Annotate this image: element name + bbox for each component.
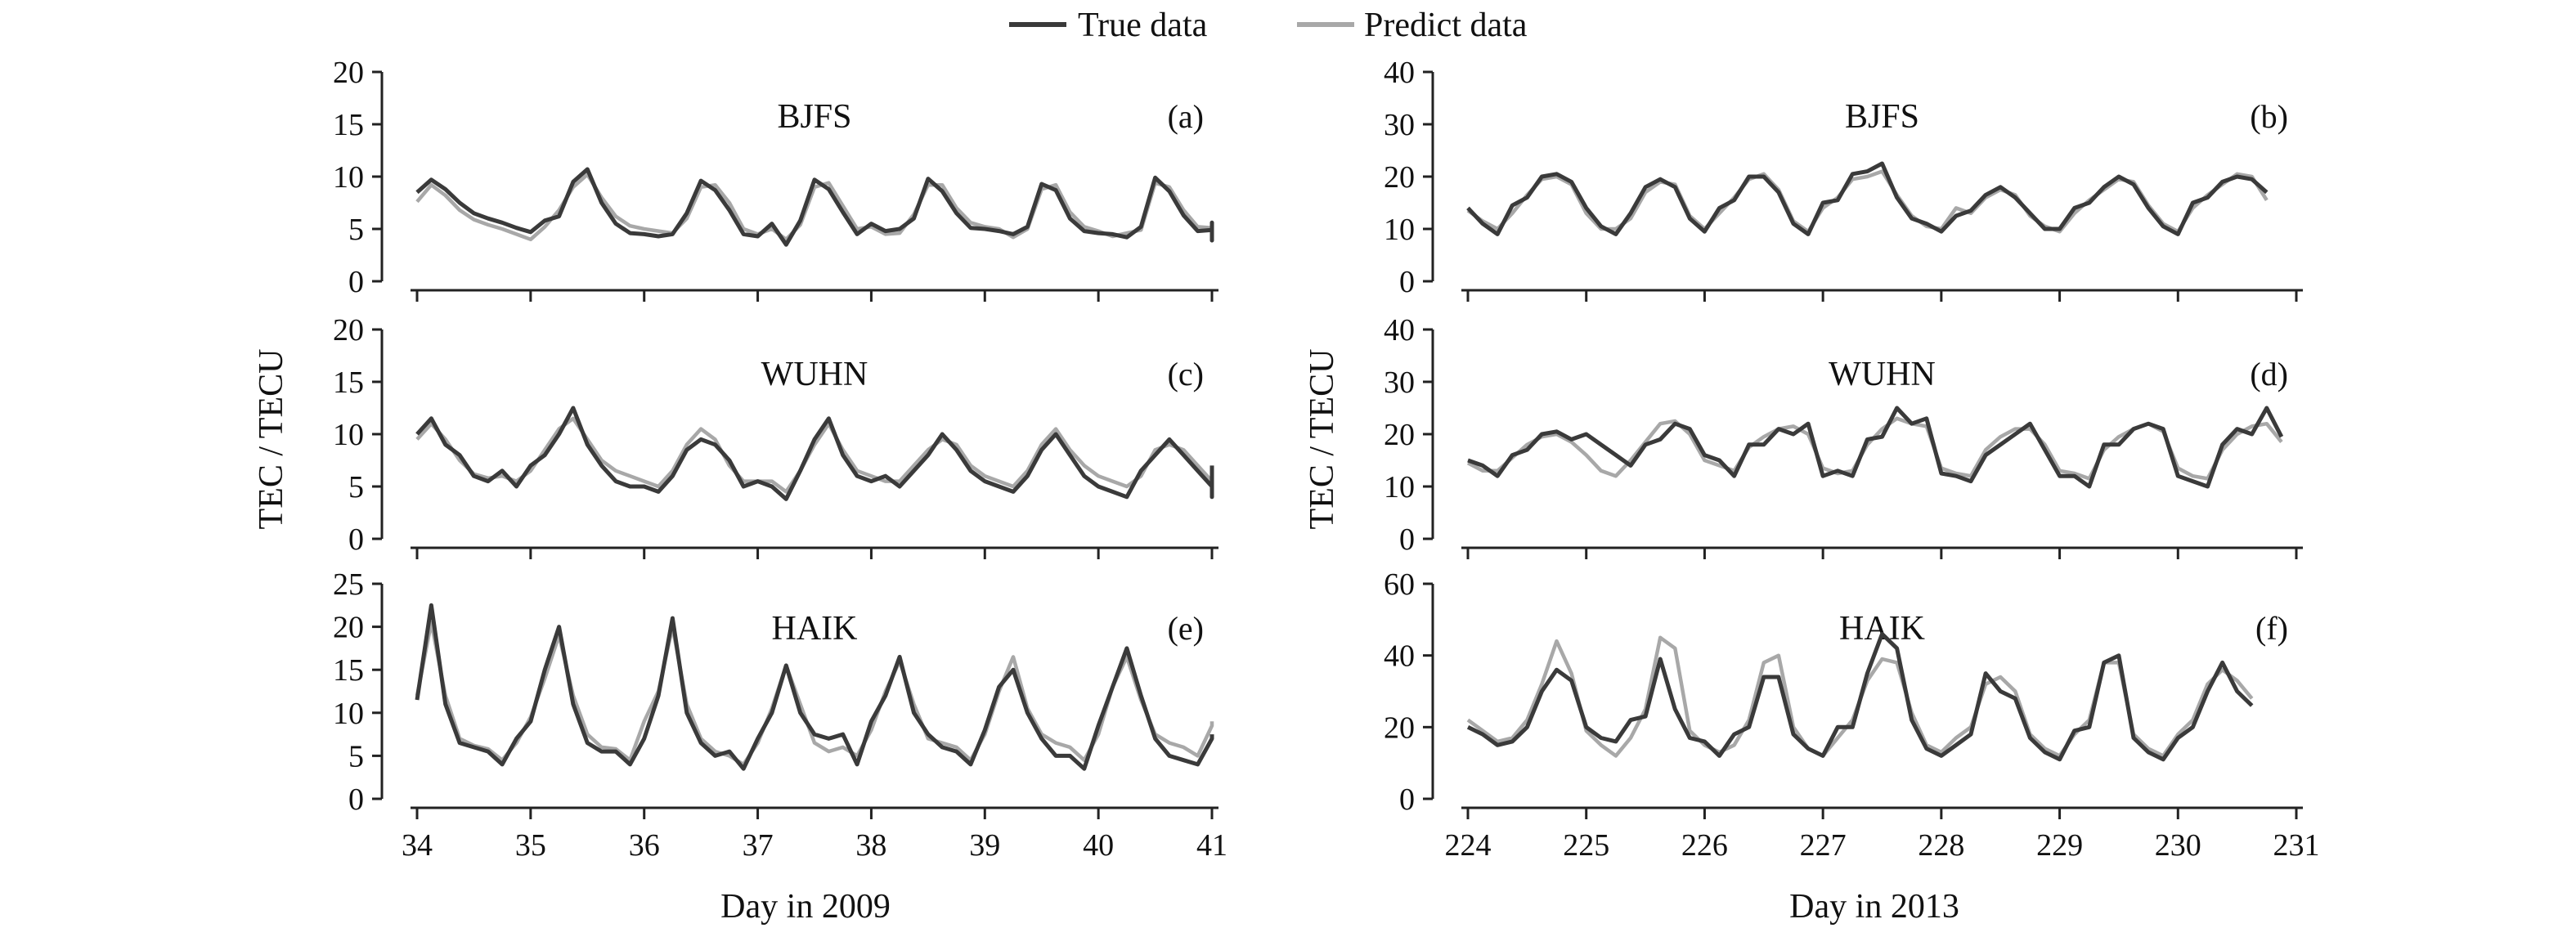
panel-letter-a: (a) [1168,98,1204,135]
y-tick-label-a: 10 [333,160,364,195]
y-tick-label-b: 20 [1384,160,1415,195]
panel-title-c: WUHN [761,356,868,393]
x-tick-label-f: 229 [2036,828,2083,863]
x-tick-label-e: 41 [1196,828,1227,863]
y-tick-label-a: 15 [333,108,364,142]
y-tick-label-d: 40 [1384,313,1415,347]
y-tick-label-f: 40 [1384,639,1415,674]
true-data-line-e [415,603,1214,771]
y-tick-label-f: 20 [1384,711,1415,745]
panel-letter-e: (e) [1168,610,1204,647]
y-tick-label-b: 40 [1384,56,1415,90]
panel-f: 0 20 40 60 224 225 226 227 228 229 230 231 HAIK (f) [1384,567,2320,863]
panel-letter-d: (d) [2250,356,2288,392]
x-tick-label-e: 39 [969,828,1000,863]
panel-b: 0 10 20 30 40 BJFS (b) [1384,56,2303,302]
panel-a: 0 5 10 15 20 BJFS (a) [333,56,1218,302]
y-tick-label-a: 5 [348,213,364,247]
x-axis-title-right: Day in 2013 [1789,888,1959,926]
panel-title-d: WUHN [1829,356,1936,393]
y-tick-label-a: 20 [333,56,364,90]
y-tick-label-b: 0 [1399,265,1415,299]
x-tick-label-e: 36 [629,828,660,863]
y-tick-label-e: 5 [348,739,364,773]
x-tick-label-e: 37 [743,828,774,863]
y-tick-label-c: 15 [333,365,364,400]
panel-title-a: BJFS [777,98,851,136]
panel-letter-b: (b) [2250,98,2288,135]
panel-title-f: HAIK [1839,610,1925,648]
x-tick-label-e: 34 [402,828,433,863]
y-tick-label-e: 25 [333,567,364,602]
panel-letter-c: (c) [1168,356,1204,392]
y-tick-label-f: 0 [1399,782,1415,817]
legend-predict-label: Predict data [1364,7,1528,44]
x-tick-label-e: 35 [515,828,546,863]
y-tick-label-e: 0 [348,782,364,817]
x-tick-label-f: 230 [2155,828,2201,863]
panel-title-e: HAIK [772,610,858,648]
true-data-line-a [415,167,1214,247]
y-tick-label-c: 5 [348,470,364,504]
legend-true-label: True data [1078,7,1208,44]
x-tick-label-e: 40 [1083,828,1114,863]
y-tick-label-a: 0 [348,265,364,299]
x-axis-title-left: Day in 2009 [720,888,891,926]
y-tick-label-e: 20 [333,611,364,645]
y-tick-label-c: 10 [333,418,364,452]
predict-data-line-a [415,173,1214,242]
y-tick-label-d: 0 [1399,522,1415,557]
panel-title-b: BJFS [1845,98,1919,136]
y-tick-label-c: 20 [333,313,364,347]
panel-c: 0 5 10 15 20 WUHN (c) [333,313,1218,559]
y-tick-label-e: 15 [333,653,364,688]
y-tick-label-d: 30 [1384,365,1415,400]
true-data-line-d [1467,406,2284,489]
y-tick-label-b: 10 [1384,213,1415,247]
panel-letter-f: (f) [2255,610,2288,647]
true-data-line-f [1466,631,2254,762]
y-tick-label-e: 10 [333,697,364,731]
legend: True data Predict data [1009,7,1528,44]
true-data-line-b [1466,161,2269,236]
x-tick-label-f: 224 [1445,828,1492,863]
y-tick-label-b: 30 [1384,108,1415,142]
y-tick-label-f: 60 [1384,567,1415,602]
x-tick-label-f: 228 [1918,828,1964,863]
x-tick-label-f: 226 [1681,828,1728,863]
x-tick-label-f: 231 [2273,828,2320,863]
y-axis-title-right: TEC / TECU [1304,349,1341,530]
x-tick-label-e: 38 [855,828,886,863]
true-data-line-c [415,406,1214,501]
panels: 0 5 10 15 20 BJFS (a) 0 10 20 30 40 BJFS (b) 0 5 10 15 20 W… [333,56,2320,863]
y-tick-label-d: 10 [1384,470,1415,504]
predict-data-line-b [1466,169,2269,234]
x-tick-label-f: 225 [1563,828,1609,863]
x-tick-label-f: 227 [1800,828,1847,863]
panel-e: 0 5 10 15 20 25 34 35 36 37 38 39 40 41 HAIK (e) [333,567,1227,863]
panel-d: 0 10 20 30 40 WUHN (d) [1384,313,2303,559]
y-axis-title-left: TEC / TECU [253,349,290,530]
y-tick-label-d: 20 [1384,418,1415,452]
y-tick-label-c: 0 [348,522,364,557]
